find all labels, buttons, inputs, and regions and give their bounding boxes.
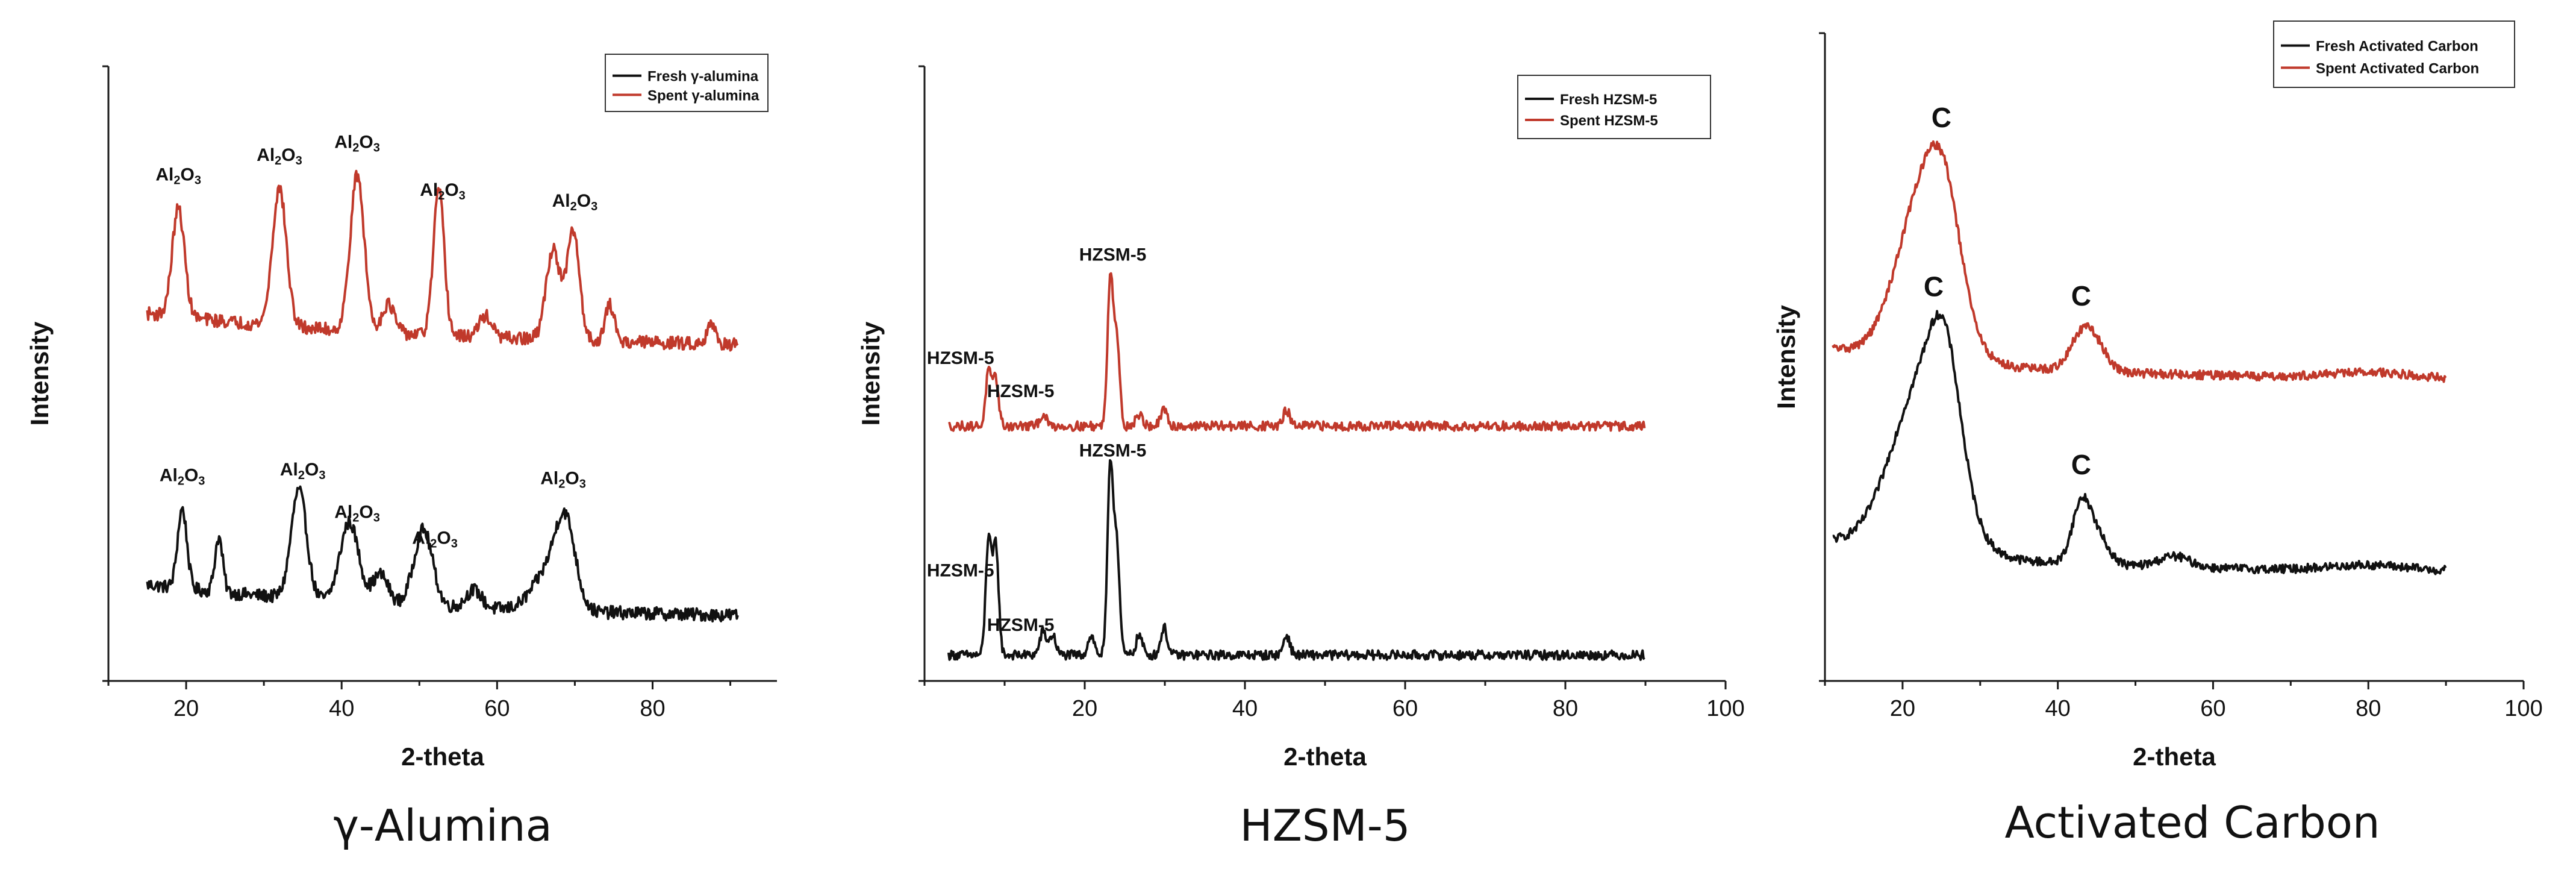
peak-label: C bbox=[2071, 449, 2091, 480]
legend-label: Fresh Activated Carbon bbox=[2316, 39, 2478, 55]
peak-label: Al2O3 bbox=[334, 132, 380, 154]
x-tick-label: 20 bbox=[173, 696, 199, 721]
peak-label: C bbox=[2071, 280, 2091, 312]
peak-label: HZSM-5 bbox=[1079, 245, 1147, 265]
peak-label: Al2O3 bbox=[552, 191, 598, 213]
peak-label: HZSM-5 bbox=[927, 348, 994, 368]
peak-label: Al2O3 bbox=[420, 180, 466, 202]
x-axis-label: 2-theta bbox=[1283, 742, 1367, 771]
peak-label: HZSM-5 bbox=[1079, 440, 1147, 460]
panel-title: Activated Carbon bbox=[2004, 797, 2380, 848]
legend: Fresh Activated Carbon Spent Activated Ca… bbox=[2273, 20, 2515, 88]
peak-label: Al2O3 bbox=[540, 468, 586, 491]
x-tick-label: 60 bbox=[484, 696, 510, 721]
legend-label: Fresh HZSM-5 bbox=[1560, 92, 1657, 108]
series-line-fresh bbox=[1832, 310, 2447, 575]
y-axis-label: Intensity bbox=[1772, 305, 1800, 409]
series-line-spent bbox=[1832, 140, 2447, 383]
legend-label: Spent Activated Carbon bbox=[2316, 60, 2479, 77]
x-tick-label: 40 bbox=[1232, 696, 1258, 721]
peak-label: C bbox=[1924, 271, 1944, 303]
peak-label: Al2O3 bbox=[257, 145, 302, 168]
x-axis-label: 2-theta bbox=[2133, 742, 2216, 771]
x-tick-label: 40 bbox=[2045, 696, 2071, 721]
x-tick-label: 100 bbox=[2504, 696, 2542, 721]
legend-box bbox=[2273, 20, 2515, 88]
legend-label: Spent γ-alumina bbox=[647, 87, 759, 104]
x-tick-label: 60 bbox=[1392, 696, 1418, 721]
peak-label: Al2O3 bbox=[412, 528, 458, 551]
peak-label: Al2O3 bbox=[280, 460, 326, 482]
series-line-spent bbox=[146, 169, 739, 352]
x-tick-label: 60 bbox=[2200, 696, 2225, 721]
legend-box bbox=[605, 54, 769, 112]
legend: Fresh HZSM-5 Spent HZSM-5 bbox=[1517, 75, 1711, 139]
x-tick-label: 20 bbox=[1072, 696, 1097, 721]
series-line-fresh bbox=[146, 485, 739, 622]
peak-label: Al2O3 bbox=[334, 503, 380, 525]
legend-box bbox=[1517, 75, 1711, 139]
x-tick-label: 80 bbox=[1553, 696, 1578, 721]
chart-panel-2: 20 40 60 80 100 2-theta Intensity HZSM-5 HZSM-5 H… bbox=[856, 65, 1745, 851]
x-axis-label: 2-theta bbox=[401, 742, 484, 771]
legend-label: Spent HZSM-5 bbox=[1560, 113, 1658, 129]
legend: Fresh γ-alumina Spent γ-alumina bbox=[605, 54, 769, 112]
chart-panel-1: 20 40 60 80 2-theta Intensity γ-Alumina Al2O3 Al… bbox=[25, 54, 777, 851]
y-axis-label: Intensity bbox=[25, 321, 54, 425]
x-tick-label: 80 bbox=[2356, 696, 2381, 721]
x-tick-label: 40 bbox=[329, 696, 354, 721]
series-line-fresh bbox=[947, 459, 1645, 661]
peak-label: HZSM-5 bbox=[987, 615, 1055, 635]
chart-panel-3: 20 40 60 80 100 2-theta Intensity Activated Car… bbox=[1772, 20, 2543, 848]
peak-label: C bbox=[1932, 102, 1951, 133]
x-tick-label: 100 bbox=[1706, 696, 1744, 721]
series-line-spent bbox=[948, 272, 1646, 432]
peak-label: Al2O3 bbox=[160, 465, 205, 488]
panel-title: γ-Alumina bbox=[333, 800, 552, 851]
panel-title: HZSM-5 bbox=[1240, 800, 1410, 851]
peak-label: HZSM-5 bbox=[987, 381, 1055, 401]
x-tick-label: 20 bbox=[1890, 696, 1915, 721]
x-tick-label: 80 bbox=[640, 696, 665, 721]
peak-label: HZSM-5 bbox=[927, 561, 994, 581]
legend-label: Fresh γ-alumina bbox=[647, 69, 759, 85]
y-axis-label: Intensity bbox=[856, 321, 885, 425]
peak-label: Al2O3 bbox=[155, 165, 201, 187]
